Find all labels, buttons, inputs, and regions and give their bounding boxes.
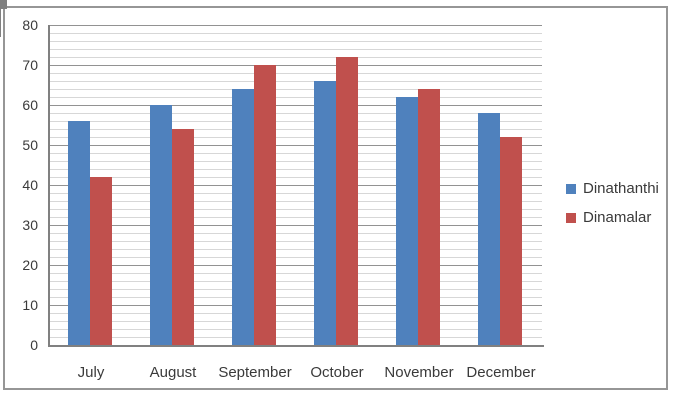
- minor-gridline: [50, 129, 542, 130]
- bar-dinathanthi-december[interactable]: [478, 113, 500, 345]
- minor-gridline: [50, 321, 542, 322]
- y-axis-tick-label: 10: [22, 297, 38, 313]
- x-axis-tick: [0, 29, 1, 33]
- minor-gridline: [50, 177, 542, 178]
- y-axis-tick: [0, 3, 7, 4]
- y-axis-tick-label: 20: [22, 257, 38, 273]
- major-gridline: [50, 225, 542, 226]
- minor-gridline: [50, 329, 542, 330]
- minor-gridline: [50, 97, 542, 98]
- minor-gridline: [50, 289, 542, 290]
- minor-gridline: [50, 249, 542, 250]
- x-axis-category-label: August: [149, 364, 197, 381]
- minor-gridline: [50, 121, 542, 122]
- minor-gridline: [50, 209, 542, 210]
- major-gridline: [50, 25, 542, 26]
- legend-label-dinathanthi: Dinathanthi: [583, 180, 659, 197]
- x-axis-category-label: September: [218, 364, 292, 381]
- bar-dinamalar-september[interactable]: [254, 65, 276, 345]
- bar-dinamalar-july[interactable]: [90, 177, 112, 345]
- y-axis-tick: [0, 1, 7, 2]
- minor-gridline: [50, 49, 542, 50]
- minor-gridline: [50, 193, 542, 194]
- x-axis-tick: [0, 21, 1, 25]
- minor-gridline: [50, 201, 542, 202]
- minor-gridline: [50, 257, 542, 258]
- bar-dinamalar-august[interactable]: [172, 129, 194, 345]
- minor-gridline: [50, 241, 542, 242]
- major-gridline: [50, 305, 542, 306]
- x-axis-tick: [0, 9, 1, 13]
- y-axis-tick: [0, 0, 7, 1]
- y-axis-tick: [0, 6, 7, 7]
- y-axis-line: [48, 25, 50, 347]
- y-axis-tick-label: 50: [22, 137, 38, 153]
- minor-gridline: [50, 89, 542, 90]
- legend-swatch-dinamalar-icon: [566, 212, 576, 223]
- minor-gridline: [50, 313, 542, 314]
- legend-label-dinamalar: Dinamalar: [583, 209, 652, 226]
- x-axis-tick: [0, 13, 1, 17]
- major-gridline: [50, 65, 542, 66]
- bar-dinamalar-december[interactable]: [500, 137, 522, 345]
- x-axis-category-label: December: [466, 364, 536, 381]
- legend-item-dinathanthi[interactable]: Dinathanthi: [566, 180, 659, 197]
- major-gridline: [50, 105, 542, 106]
- y-axis-tick: [0, 4, 7, 5]
- minor-gridline: [50, 81, 542, 82]
- minor-gridline: [50, 297, 542, 298]
- bar-dinathanthi-july[interactable]: [68, 121, 90, 345]
- minor-gridline: [50, 57, 542, 58]
- bar-dinathanthi-august[interactable]: [150, 105, 172, 345]
- minor-gridline: [50, 161, 542, 162]
- legend-item-dinamalar[interactable]: Dinamalar: [566, 209, 659, 226]
- minor-gridline: [50, 169, 542, 170]
- minor-gridline: [50, 153, 542, 154]
- minor-gridline: [50, 137, 542, 138]
- minor-gridline: [50, 233, 542, 234]
- minor-gridline: [50, 41, 542, 42]
- y-axis-tick: [0, 5, 7, 6]
- x-axis-category-label: July: [77, 364, 105, 381]
- major-gridline: [50, 265, 542, 266]
- y-axis-tick-label: 0: [30, 337, 38, 353]
- y-axis-tick-label: 40: [22, 177, 38, 193]
- major-gridline: [50, 145, 542, 146]
- legend: Dinathanthi Dinamalar: [566, 180, 659, 238]
- x-axis-category-label: October: [310, 364, 364, 381]
- minor-gridline: [50, 281, 542, 282]
- x-axis-line: [48, 345, 544, 347]
- x-axis-tick: [0, 33, 1, 37]
- y-axis-tick-label: 30: [22, 217, 38, 233]
- legend-swatch-dinathanthi-icon: [566, 183, 576, 194]
- minor-gridline: [50, 33, 542, 34]
- bar-dinamalar-november[interactable]: [418, 89, 440, 345]
- y-axis-tick-label: 60: [22, 97, 38, 113]
- minor-gridline: [50, 113, 542, 114]
- bar-dinathanthi-september[interactable]: [232, 89, 254, 345]
- minor-gridline: [50, 217, 542, 218]
- minor-gridline: [50, 337, 542, 338]
- bar-dinamalar-october[interactable]: [336, 57, 358, 345]
- y-axis-tick: [0, 8, 7, 9]
- y-axis-tick-label: 70: [22, 57, 38, 73]
- y-axis-tick-label: 80: [22, 17, 38, 33]
- y-axis-tick: [0, 7, 7, 8]
- y-axis-tick: [0, 2, 7, 3]
- bar-dinathanthi-november[interactable]: [396, 97, 418, 345]
- x-axis-category-label: November: [384, 364, 454, 381]
- major-gridline: [50, 185, 542, 186]
- x-axis-tick: [0, 25, 1, 29]
- minor-gridline: [50, 73, 542, 74]
- minor-gridline: [50, 273, 542, 274]
- bar-dinathanthi-october[interactable]: [314, 81, 336, 345]
- x-axis-tick: [0, 17, 1, 21]
